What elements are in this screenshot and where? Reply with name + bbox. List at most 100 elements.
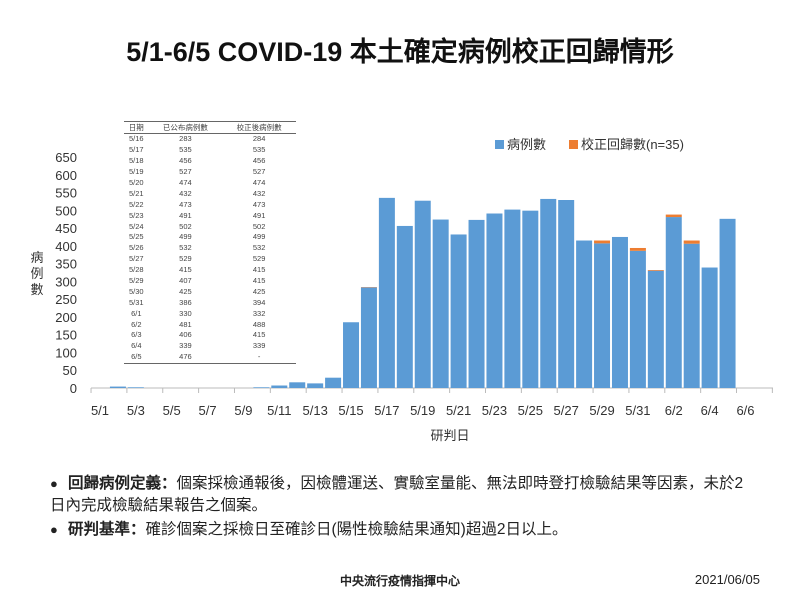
x-tick-label: 5/7 xyxy=(199,403,217,418)
table-cell: 476 xyxy=(148,351,223,364)
table-row: 5/28 415 415 xyxy=(124,265,296,276)
bar-cases-6/1 xyxy=(647,270,664,388)
y-tick-label: 550 xyxy=(55,186,77,201)
table-row: 5/16 283 284 xyxy=(124,134,296,145)
table-row: 5/23 491 491 xyxy=(124,210,296,221)
bar-cases-5/15 xyxy=(343,322,360,388)
table-cell: 332 xyxy=(252,308,266,318)
table-row: 5/19 527 527 xyxy=(124,167,296,178)
x-tick-label: 5/17 xyxy=(374,403,399,418)
bar-cases-5/22 xyxy=(468,219,485,388)
table-cell: 406 xyxy=(179,330,192,340)
y-tick-label: 150 xyxy=(55,328,77,343)
table-cell: 425 xyxy=(252,286,266,296)
correction-table: 日期 已公布病例數 校正後病例數 5/16 283 284 5/17 535 535 5/18 4… xyxy=(124,121,296,364)
bar-cases-6/5 xyxy=(719,218,736,388)
note-definition: ● 回歸病例定義：個案採檢通報後，因檢體運送、實驗室量能、無法即時登打檢驗結果等因… xyxy=(50,473,750,517)
x-tick-label: 6/2 xyxy=(665,403,683,418)
y-tick-label: 50 xyxy=(63,363,77,378)
table-cell: 6/5 xyxy=(124,351,149,364)
bar-cases-5/16 xyxy=(360,287,377,388)
y-tick-label: 450 xyxy=(55,221,77,236)
x-tick-label: 5/5 xyxy=(163,403,181,418)
table-row: 5/18 456 456 xyxy=(124,156,296,167)
table-cell: 415 xyxy=(252,265,266,275)
y-tick-label: 400 xyxy=(55,239,77,254)
table-cell: 5/16 xyxy=(128,134,144,144)
table-cell: 5/20 xyxy=(128,178,144,187)
x-tick-label: 5/9 xyxy=(234,403,252,418)
table-cell: 330 xyxy=(179,308,192,318)
bar-cases-5/24 xyxy=(504,209,521,388)
table-row: 6/1 330 332 xyxy=(124,308,296,319)
bullet-icon: ● xyxy=(50,476,58,491)
bar-cases-5/26 xyxy=(540,198,557,388)
x-axis-title: 研判日 xyxy=(430,428,469,443)
y-tick-label: 350 xyxy=(55,257,77,272)
bar-chart: 0 50 100 150 200 250 300 350 400 450 500 550 600 650 5… xyxy=(30,137,773,443)
y-axis-title-char: 數 xyxy=(30,282,43,297)
table-cell: 456 xyxy=(179,156,192,166)
bar-correction-5/31 xyxy=(629,247,646,251)
table-cell: 5/22 xyxy=(128,199,144,209)
table-cell: 6/1 xyxy=(131,308,142,318)
note-criteria: ● 研判基準：確診個案之採檢日至確診日(陽性檢驗結果通知)超過2日以上。 xyxy=(50,519,750,541)
table-header: 日期 已公布病例數 校正後病例數 xyxy=(124,121,296,134)
table-cell: 5/21 xyxy=(128,188,144,198)
table-cell: 5/25 xyxy=(128,232,144,242)
table-cell: 6/3 xyxy=(131,330,142,340)
bar-cases-5/19 xyxy=(414,200,431,388)
y-tick-label: 0 xyxy=(70,381,77,396)
table-cell: 394 xyxy=(252,297,266,307)
table-row: 5/27 529 529 xyxy=(124,254,296,265)
bar-cases-6/2 xyxy=(665,217,682,388)
bar-cases-6/4 xyxy=(701,267,718,388)
table-cell: 473 xyxy=(179,199,192,209)
table-cell: 407 xyxy=(179,276,192,286)
bar-cases-5/10 xyxy=(253,387,270,388)
bar-cases-5/27 xyxy=(558,200,575,388)
note-label: 回歸病例定義： xyxy=(68,475,177,492)
table-cell: 6/2 xyxy=(131,319,142,329)
bar-cases-5/30 xyxy=(611,236,628,388)
legend-swatch-correction xyxy=(569,140,578,149)
table-cell: 6/4 xyxy=(131,341,142,351)
table-cell: 425 xyxy=(179,286,192,296)
x-tick-label: 5/1 xyxy=(91,403,109,418)
bar-correction-6/1 xyxy=(647,270,664,271)
y-tick-label: 250 xyxy=(55,292,77,307)
bar-cases-5/14 xyxy=(325,377,342,388)
x-tick-label: 5/11 xyxy=(267,403,291,418)
table-cell: 386 xyxy=(179,297,192,307)
table-cell: 5/17 xyxy=(128,145,144,155)
table-cell: 527 xyxy=(179,167,192,177)
legend-label-correction: 校正回歸數(n=35) xyxy=(581,137,684,152)
bar-cases-5/2 xyxy=(109,386,126,388)
table-cell: 339 xyxy=(179,341,192,351)
x-tick-label: 5/21 xyxy=(446,403,471,418)
x-tick-label: 5/27 xyxy=(554,403,579,418)
table-cell: 532 xyxy=(179,243,192,253)
table-cell: 5/27 xyxy=(128,254,144,264)
table-cell: 5/31 xyxy=(128,297,144,307)
table-cell: 491 xyxy=(179,210,192,220)
y-tick-label: 100 xyxy=(55,345,77,360)
table-row: 5/20 474 474 xyxy=(124,178,296,189)
table-cell: 5/18 xyxy=(128,156,144,166)
bar-correction-5/29 xyxy=(594,240,611,244)
bar-cases-6/3 xyxy=(683,243,700,388)
bar-cases-5/29 xyxy=(594,243,611,388)
table-cell: 5/19 xyxy=(128,167,144,177)
table-cell: 535 xyxy=(252,145,266,155)
table-row: 5/30 425 425 xyxy=(124,286,296,297)
legend-label-cases: 病例數 xyxy=(507,137,546,152)
table-cell: 415 xyxy=(252,276,266,286)
table-cell: - xyxy=(222,351,296,364)
bar-cases-5/28 xyxy=(576,240,593,388)
bar-cases-5/23 xyxy=(486,213,503,388)
table-cell: 5/30 xyxy=(128,286,144,296)
x-tick-label: 5/29 xyxy=(589,403,614,418)
table-cell: 532 xyxy=(252,243,266,253)
table-row: 5/17 535 535 xyxy=(124,145,296,156)
